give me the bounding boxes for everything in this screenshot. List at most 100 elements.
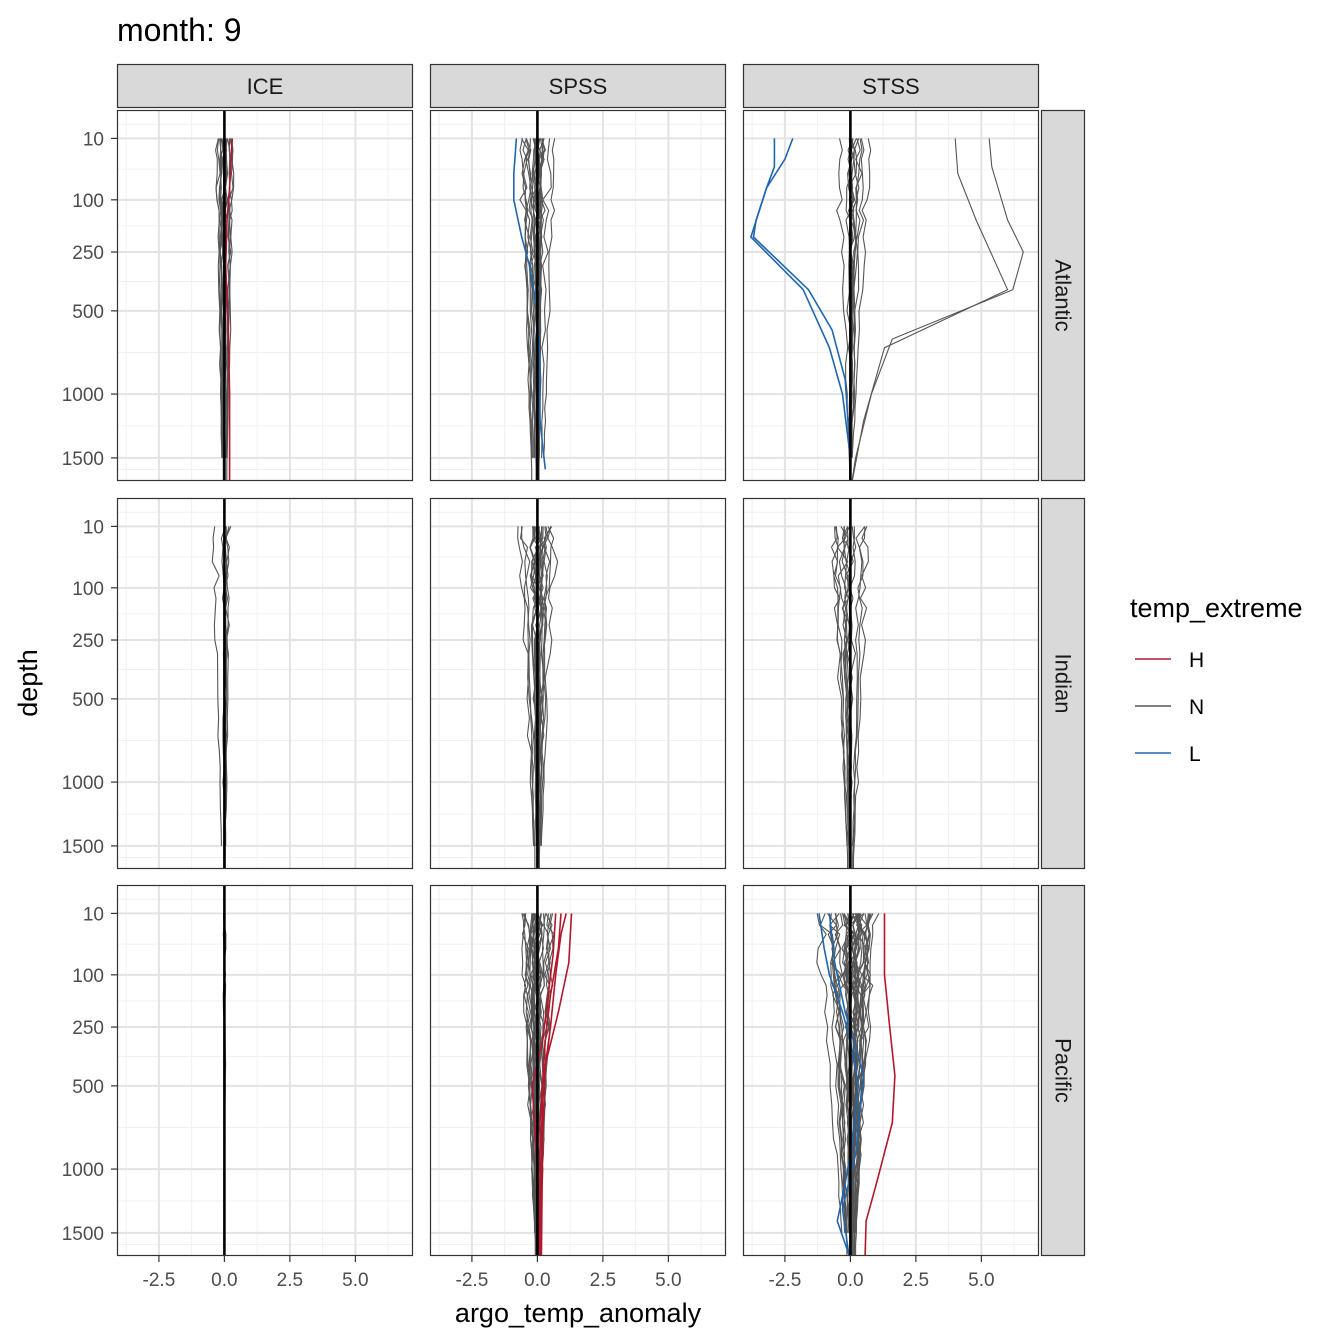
- profile-line-n: [215, 138, 223, 458]
- profile-line-n: [852, 913, 867, 1256]
- panels: [116, 109, 1040, 1257]
- profile-line-n: [523, 913, 537, 1233]
- column-strip: [116, 63, 414, 109]
- y-tick-label: 250: [72, 1018, 104, 1039]
- profile-line-n: [211, 526, 222, 846]
- profile-lines: [830, 526, 869, 869]
- x-axes: -2.5 0.0 2.5 5.0 -2.5 0.0 2.5 5.0 -2.5 0.0 2.5 5.0: [143, 1256, 995, 1291]
- y-tick-label: 500: [72, 690, 104, 711]
- panel-spss-indian: [429, 497, 727, 870]
- panel-background: [743, 885, 1039, 1256]
- panel-spss-atlantic: [429, 109, 727, 482]
- x-tick-label: 5.0: [968, 1270, 994, 1291]
- panel-border: [742, 109, 1040, 482]
- x-tick-label: -2.5: [143, 1270, 176, 1291]
- panel-border: [116, 884, 414, 1257]
- row-strip-label: Indian: [1050, 654, 1075, 714]
- profile-line-n: [531, 913, 538, 1233]
- panel-ice-indian: [116, 497, 414, 870]
- column-strip-label: ICE: [247, 74, 284, 99]
- panel-border: [429, 109, 727, 482]
- profile-line-n: [851, 138, 872, 458]
- panel-background: [743, 110, 1039, 481]
- profile-line-l: [513, 138, 547, 470]
- legend-title: temp_extreme: [1130, 593, 1303, 623]
- y-axis-title: depth: [13, 649, 43, 717]
- profile-line-h: [540, 913, 573, 1256]
- profile-line-n: [521, 913, 536, 1256]
- panel-background: [117, 110, 413, 481]
- profile-line-n: [852, 526, 866, 869]
- panel-spss-pacific: [429, 884, 727, 1257]
- x-tick-label: 2.5: [903, 1270, 929, 1291]
- y-tick-label: 1500: [62, 1224, 104, 1245]
- profile-line-n: [538, 526, 552, 869]
- row-strip-label: Atlantic: [1050, 259, 1075, 331]
- column-strip: [429, 63, 727, 109]
- y-tick-label: 100: [72, 579, 104, 600]
- profile-line-n: [529, 526, 538, 846]
- profile-line-n: [850, 138, 865, 458]
- y-tick-label: 500: [72, 1077, 104, 1098]
- profile-line-n: [816, 913, 843, 1233]
- y-tick-label: 1500: [62, 837, 104, 858]
- x-tick-label: 0.0: [837, 1270, 863, 1291]
- profile-line-n: [538, 526, 547, 846]
- x-axis-title: argo_temp_anomaly: [455, 1298, 702, 1328]
- panel-background: [430, 885, 726, 1256]
- x-tick-label: 0.0: [524, 1270, 550, 1291]
- legend-label-h: H: [1189, 649, 1204, 672]
- row-strip: [1040, 884, 1086, 1257]
- panel-stss-pacific: [742, 884, 1040, 1257]
- column-strip: [742, 63, 1040, 109]
- x-tick-label: 0.0: [211, 1270, 237, 1291]
- y-tick-label: 1000: [62, 1160, 104, 1181]
- chart-title: month: 9: [117, 12, 242, 48]
- panel-ice-pacific: [116, 884, 414, 1257]
- y-tick-label: 10: [83, 904, 104, 925]
- panel-stss-indian: [742, 497, 1040, 870]
- panel-background: [743, 498, 1039, 869]
- panel-border: [116, 497, 414, 870]
- x-tick-label: 2.5: [590, 1270, 616, 1291]
- profile-line-h: [539, 913, 562, 1256]
- profile-line-n: [520, 526, 535, 846]
- panel-border: [429, 884, 727, 1257]
- y-tick-label: 10: [83, 517, 104, 538]
- column-strip-label: STSS: [862, 74, 919, 99]
- profile-line-l: [749, 138, 852, 481]
- panel-background: [117, 885, 413, 1256]
- row-strip: [1040, 497, 1086, 870]
- legend: temp_extreme H N L: [1130, 593, 1303, 766]
- profile-line-h: [224, 138, 234, 481]
- y-axes: 10 100 250 500 1000 1500 10 100 250 500 1000 1500 10…: [62, 129, 117, 1245]
- profile-line-l: [828, 913, 865, 1256]
- y-tick-label: 1000: [62, 385, 104, 406]
- profile-line-n: [541, 138, 552, 458]
- column-strips: ICE SPSS STSS: [116, 63, 1040, 109]
- profile-line-n: [519, 526, 536, 869]
- profile-line-n: [841, 526, 851, 846]
- panel-background: [430, 110, 726, 481]
- panel-stss-atlantic: [742, 109, 1040, 482]
- panel-border: [429, 497, 727, 870]
- legend-label-n: N: [1189, 696, 1204, 719]
- panel-background: [430, 498, 726, 869]
- profile-line-n: [851, 913, 863, 1233]
- x-tick-label: 5.0: [655, 1270, 681, 1291]
- legend-label-l: L: [1189, 743, 1201, 766]
- profile-line-l: [818, 913, 860, 1256]
- x-tick-label: 2.5: [277, 1270, 303, 1291]
- panel-border: [742, 884, 1040, 1257]
- panel-border: [116, 109, 414, 482]
- profile-line-n: [521, 913, 536, 1233]
- y-tick-label: 100: [72, 191, 104, 212]
- profile-line-n: [540, 526, 559, 846]
- y-tick-label: 500: [72, 302, 104, 323]
- y-tick-label: 250: [72, 631, 104, 652]
- panel-border: [742, 497, 1040, 870]
- profile-line-n: [830, 526, 848, 846]
- y-tick-label: 1500: [62, 449, 104, 470]
- panel-ice-atlantic: [116, 109, 414, 482]
